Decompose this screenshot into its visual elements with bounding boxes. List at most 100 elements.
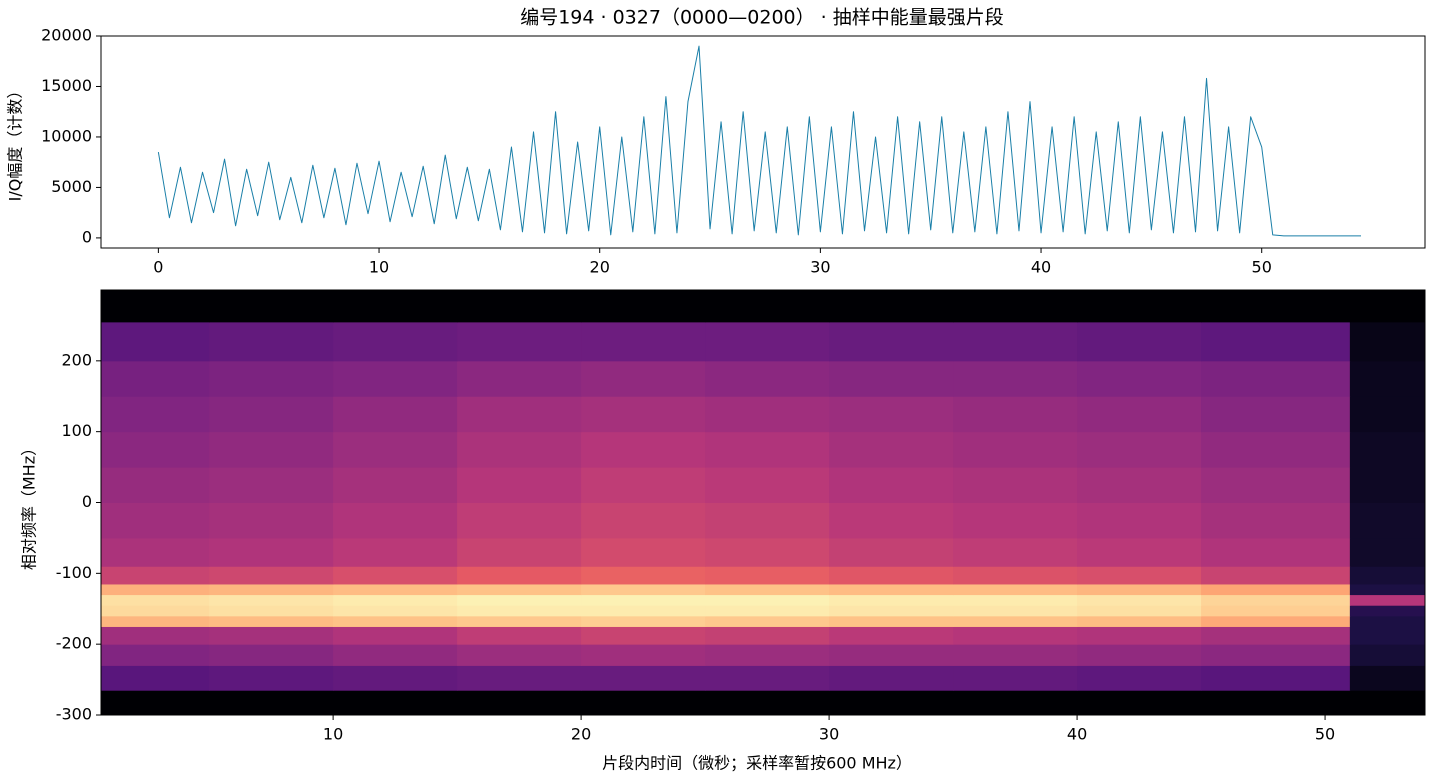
x-tick-label: 50 <box>1315 725 1335 744</box>
heatmap-cell <box>457 431 582 468</box>
heatmap-cell <box>705 605 830 617</box>
heatmap-cell <box>1201 431 1351 468</box>
heatmap-cell <box>209 321 334 362</box>
heatmap-cell <box>333 431 458 468</box>
heatmap-cell <box>101 665 210 691</box>
heatmap-cell <box>829 605 954 617</box>
y-tick-label: 100 <box>61 421 92 440</box>
heatmap-cell <box>581 360 706 397</box>
heatmap-cell <box>705 644 830 666</box>
heatmap-cell <box>333 321 458 362</box>
heatmap-cell <box>101 321 210 362</box>
heatmap-cell <box>457 502 582 539</box>
heatmap-cell <box>953 615 1078 627</box>
heatmap-cell <box>1349 665 1426 691</box>
heatmap-cell <box>101 537 210 567</box>
heatmap-cell <box>1201 467 1351 503</box>
heatmap-cell <box>1201 537 1351 567</box>
heatmap-cell <box>1077 690 1202 716</box>
heatmap-cell <box>1077 360 1202 397</box>
heatmap-cell <box>1201 626 1351 645</box>
heatmap-cell <box>829 626 954 645</box>
x-axis-label: 片段内时间（微秒；采样率暂按600 MHz） <box>602 754 912 773</box>
heatmap-cell <box>1349 467 1426 503</box>
heatmap-cell <box>829 644 954 666</box>
heatmap-cell <box>333 665 458 691</box>
y-axis-label: 相对频率（MHz） <box>20 440 39 570</box>
heatmap-cell <box>333 583 458 596</box>
heatmap-cell <box>101 615 210 627</box>
heatmap-cell <box>829 396 954 433</box>
heatmap-cell <box>829 321 954 362</box>
heatmap-cell <box>101 605 210 617</box>
heatmap-cell <box>209 537 334 567</box>
x-tick-label: 50 <box>1252 258 1272 277</box>
heatmap-cell <box>705 431 830 468</box>
heatmap-cell <box>705 583 830 596</box>
heatmap-cell <box>457 583 582 596</box>
x-tick-label: 40 <box>1067 725 1087 744</box>
heatmap-cell <box>333 360 458 397</box>
heatmap-cell <box>1201 594 1351 606</box>
heatmap-cell <box>705 626 830 645</box>
heatmap-cell <box>705 665 830 691</box>
heatmap-cell <box>1349 605 1426 617</box>
heatmap-cell <box>829 665 954 691</box>
heatmap-cell <box>705 396 830 433</box>
heatmap-cell <box>829 360 954 397</box>
heatmap-cell <box>1077 605 1202 617</box>
heatmap-cell <box>953 626 1078 645</box>
heatmap-cell <box>581 626 706 645</box>
heatmap-cell <box>333 690 458 716</box>
heatmap-cell <box>1349 644 1426 666</box>
heatmap-cell <box>101 360 210 397</box>
heatmap-cell <box>1077 626 1202 645</box>
heatmap-cell <box>1201 290 1351 323</box>
heatmap-cell <box>581 396 706 433</box>
heatmap-cell <box>457 605 582 617</box>
heatmap-cell <box>829 566 954 585</box>
heatmap-cell <box>581 690 706 716</box>
heatmap-cell <box>209 290 334 323</box>
heatmap-cell <box>829 615 954 627</box>
heatmap-cell <box>101 502 210 539</box>
heatmap-cell <box>581 537 706 567</box>
heatmap-cell <box>581 644 706 666</box>
heatmap-cell <box>209 360 334 397</box>
x-tick-label: 20 <box>571 725 591 744</box>
heatmap-cell <box>101 396 210 433</box>
heatmap-cell <box>1349 431 1426 468</box>
heatmap-cell <box>705 321 830 362</box>
heatmap-cell <box>333 396 458 433</box>
heatmap-cell <box>1349 626 1426 645</box>
heatmap-cell <box>1077 665 1202 691</box>
heatmap-cell <box>581 605 706 617</box>
heatmap-cell <box>1201 644 1351 666</box>
heatmap-cell <box>209 467 334 503</box>
heatmap-cell <box>209 431 334 468</box>
heatmap-cell <box>953 644 1078 666</box>
heatmap-cell <box>209 644 334 666</box>
heatmap-cell <box>333 566 458 585</box>
heatmap-cell <box>953 594 1078 606</box>
heatmap-cell <box>1201 690 1351 716</box>
y-tick-label: 0 <box>82 227 92 246</box>
x-tick-label: 0 <box>153 258 163 277</box>
heatmap-cell <box>1349 360 1426 397</box>
line-series <box>157 45 1362 237</box>
heatmap-cell <box>705 467 830 503</box>
heatmap-cell <box>1349 502 1426 539</box>
heatmap-cell <box>209 615 334 627</box>
heatmap-cell <box>101 583 210 596</box>
y-tick-label: 10000 <box>41 126 92 145</box>
y-tick-label: -300 <box>56 705 92 724</box>
heatmap-cell <box>581 594 706 606</box>
heatmap-cell <box>581 566 706 585</box>
heatmap-cell <box>1077 321 1202 362</box>
x-tick-label: 20 <box>590 258 610 277</box>
y-tick-label: 15000 <box>41 76 92 95</box>
heatmap-cell <box>209 502 334 539</box>
heatmap-cell <box>953 502 1078 539</box>
heatmap-cell <box>953 583 1078 596</box>
y-tick-label: 5000 <box>51 177 92 196</box>
